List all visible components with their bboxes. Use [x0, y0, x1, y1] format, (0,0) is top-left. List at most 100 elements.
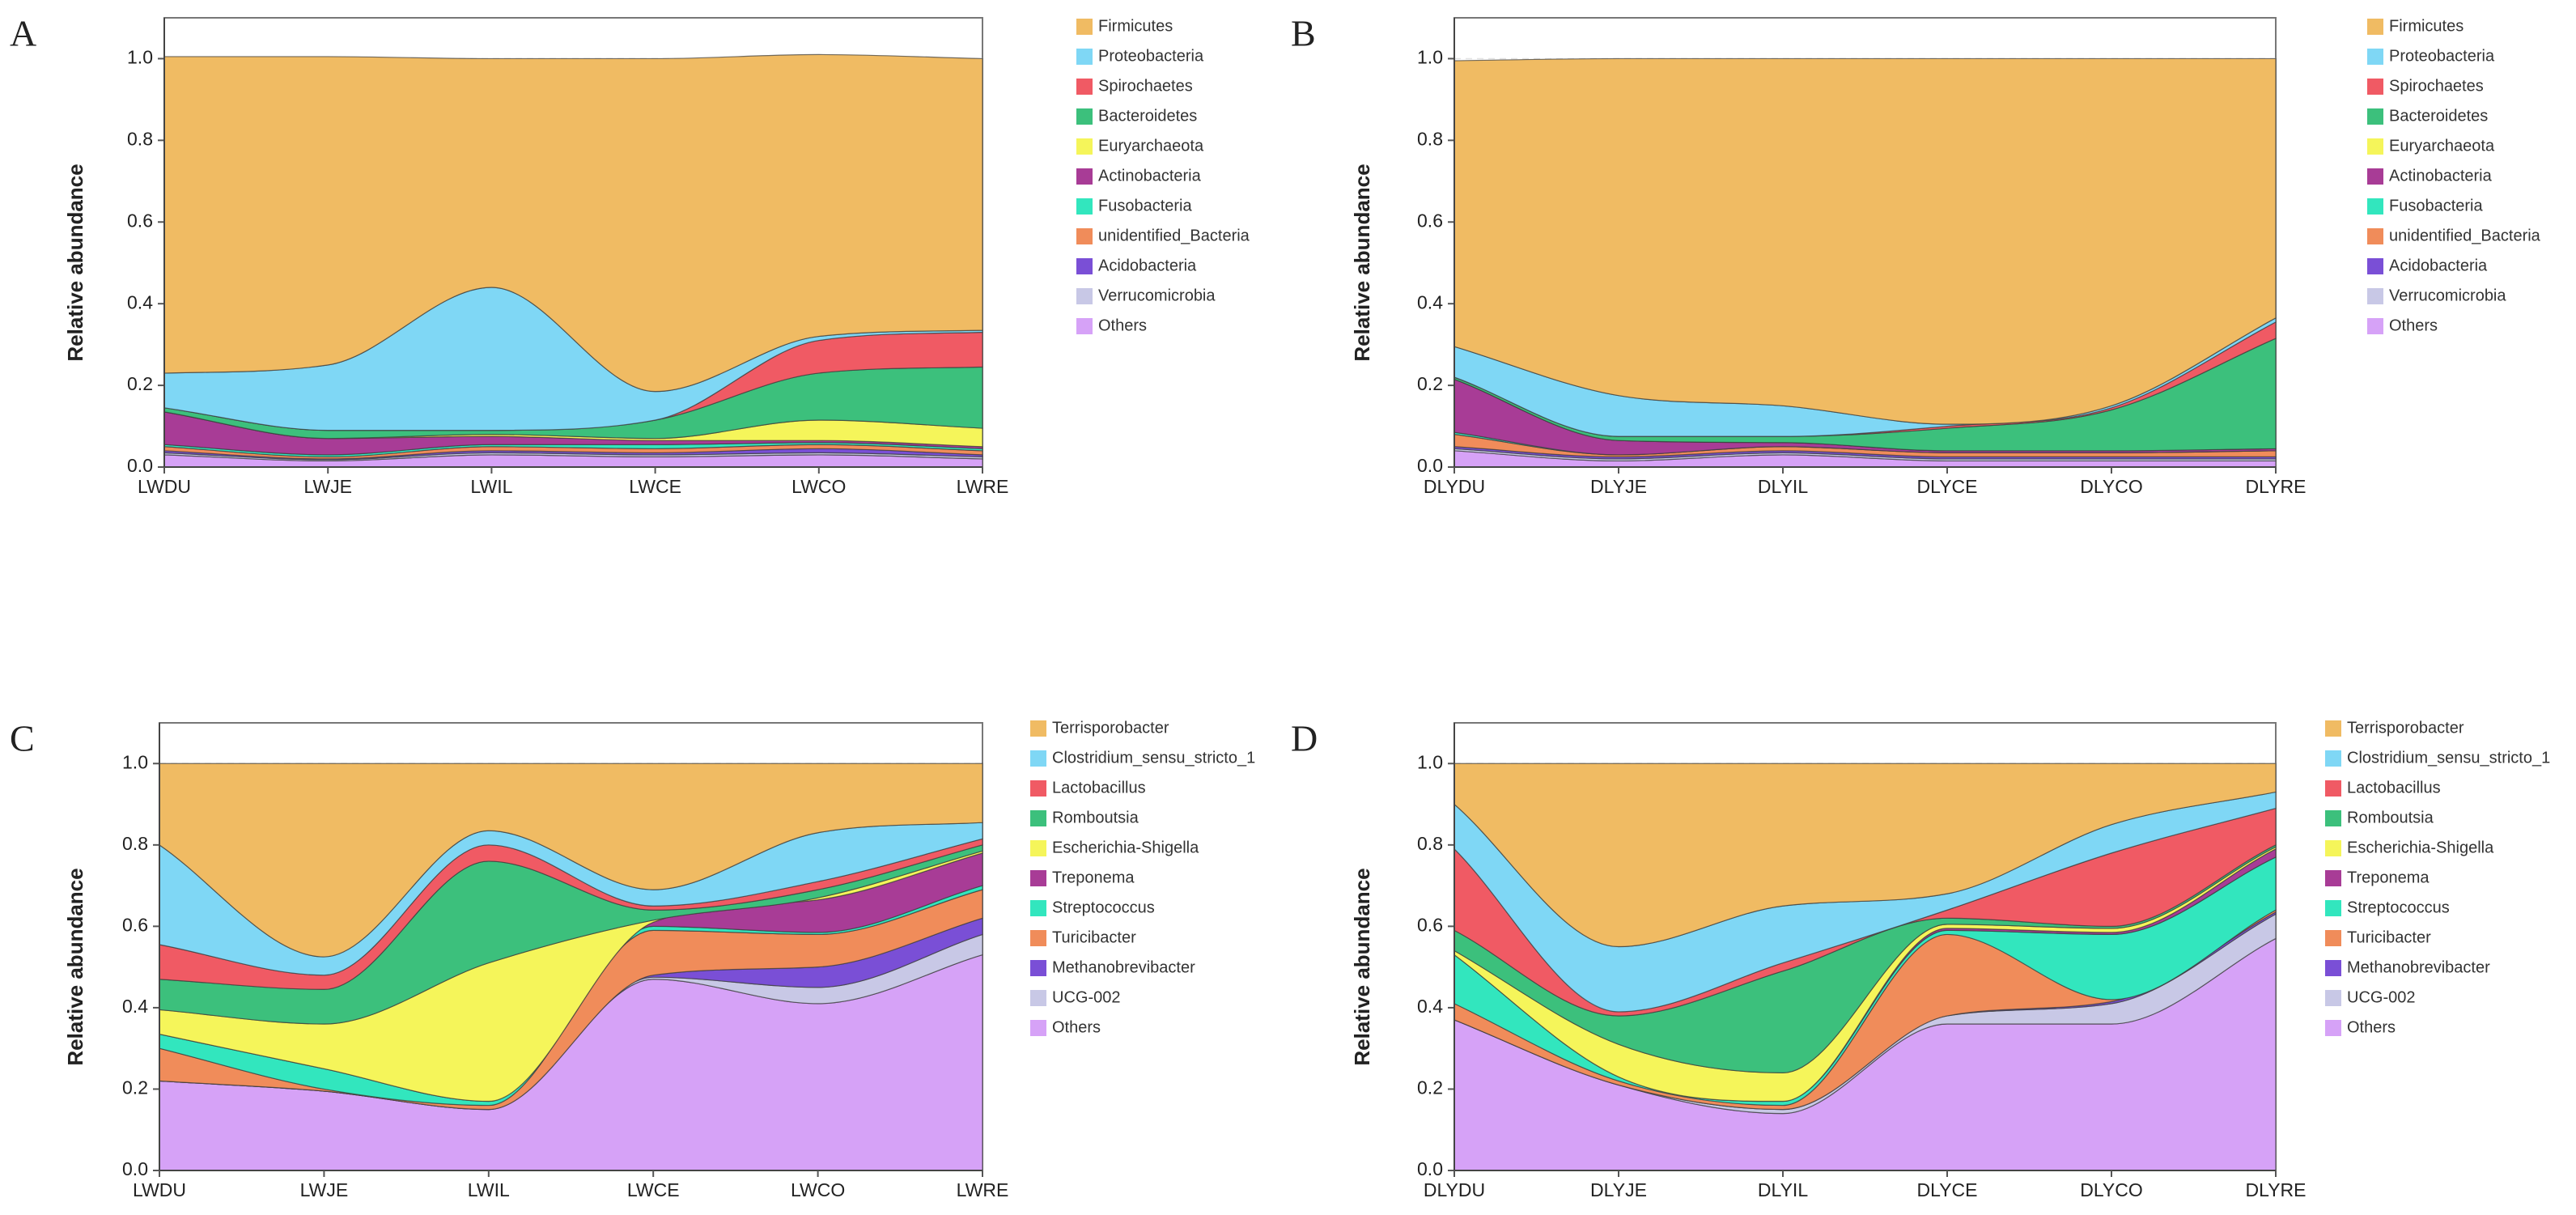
y-tick-label: 0.2: [1417, 1077, 1443, 1098]
legend-swatch: [1076, 168, 1093, 185]
legend-label: Turicibacter: [2347, 928, 2431, 946]
legend-swatch: [2367, 108, 2383, 125]
legend-swatch: [2325, 960, 2341, 976]
y-axis-label: Relative abundance: [1350, 164, 1374, 361]
y-tick-label: 0.0: [127, 455, 153, 476]
legend-swatch: [1076, 228, 1093, 244]
legend-swatch: [1030, 1020, 1046, 1036]
legend-swatch: [2367, 49, 2383, 65]
y-tick-label: 0.8: [1417, 128, 1443, 149]
legend-label: Acidobacteria: [2389, 257, 2488, 274]
x-tick-label: DLYCO: [2080, 1179, 2143, 1200]
legend-swatch: [1076, 288, 1093, 304]
legend-swatch: [1030, 840, 1046, 856]
y-tick-label: 1.0: [1417, 47, 1443, 68]
y-tick-label: 0.6: [1417, 210, 1443, 231]
x-tick-label: DLYIL: [1758, 476, 1808, 497]
legend-label: Clostridium_sensu_stricto_1: [1052, 749, 1255, 767]
legend-swatch: [2367, 138, 2383, 155]
y-tick-label: 1.0: [122, 751, 148, 772]
legend-label: Proteobacteria: [2389, 47, 2495, 65]
legend-swatch: [2367, 228, 2383, 244]
legend-swatch: [2325, 840, 2341, 856]
legend-swatch: [1076, 79, 1093, 95]
chart-panel: 0.0 0.2 0.4 0.6 0.8 1.0 LWDU LWJE LWIL LWCE LWCO LW…: [10, 718, 1255, 1201]
legend-swatch: [1030, 720, 1046, 737]
y-tick-label: 0.4: [122, 996, 148, 1017]
y-tick-label: 0.8: [1417, 833, 1443, 854]
x-tick-label: LWCE: [627, 1179, 680, 1200]
area-band: [163, 53, 983, 393]
legend-swatch: [1030, 870, 1046, 886]
legend-label: Terrisporobacter: [1052, 719, 1169, 737]
y-tick-label: 0.8: [122, 833, 148, 854]
x-tick-label: LWDU: [138, 476, 191, 497]
x-tick-label: LWRE: [957, 1179, 1009, 1200]
legend-swatch: [1030, 810, 1046, 826]
legend-label: Bacteroidetes: [2389, 107, 2488, 125]
legend-label: Romboutsia: [2347, 809, 2434, 826]
x-tick-label: LWJE: [300, 1179, 349, 1200]
legend-label: Escherichia-Shigella: [1052, 839, 1199, 856]
x-tick-label: DLYCE: [1917, 1179, 1978, 1200]
legend-label: Others: [1098, 316, 1147, 334]
y-tick-label: 0.8: [127, 128, 153, 149]
legend-label: Lactobacillus: [1052, 779, 1146, 797]
legend-swatch: [2325, 720, 2341, 737]
legend-label: Actinobacteria: [1098, 167, 1202, 185]
area-band: [1454, 57, 2277, 425]
legend-label: Streptococcus: [1052, 899, 1155, 916]
y-tick-label: 0.6: [127, 210, 153, 231]
legend-label: UCG-002: [1052, 988, 1120, 1006]
legend-label: Others: [2389, 316, 2438, 334]
legend-swatch: [2367, 258, 2383, 274]
legend-swatch: [2367, 168, 2383, 185]
legend-label: Verrucomicrobia: [2389, 287, 2506, 304]
legend-label: Treponema: [1052, 869, 1135, 886]
y-tick-label: 0.6: [1417, 914, 1443, 935]
legend-swatch: [2325, 750, 2341, 767]
legend-label: Verrucomicrobia: [1098, 287, 1216, 304]
x-tick-label: LWCE: [629, 476, 681, 497]
x-tick-label: DLYCE: [1917, 476, 1978, 497]
x-tick-label: DLYDU: [1424, 1179, 1485, 1200]
legend-label: Actinobacteria: [2389, 167, 2493, 185]
legend-swatch: [1030, 990, 1046, 1006]
legend-swatch: [2325, 870, 2341, 886]
chart-panel: 0.0 0.2 0.4 0.6 0.8 1.0 LWDU LWJE LWIL LWCE LWCO LW…: [10, 13, 1250, 498]
y-tick-label: 1.0: [127, 47, 153, 68]
legend-swatch: [1076, 49, 1093, 65]
x-tick-label: DLYJE: [1590, 476, 1647, 497]
legend-swatch: [1076, 198, 1093, 215]
x-tick-label: LWJE: [303, 476, 352, 497]
legend-swatch: [1076, 258, 1093, 274]
legend-label: UCG-002: [2347, 988, 2415, 1006]
legend-swatch: [2325, 930, 2341, 946]
legend-label: Firmicutes: [2389, 17, 2464, 35]
legend-label: Fusobacteria: [1098, 197, 1192, 215]
legend-swatch: [1076, 19, 1093, 35]
x-tick-label: LWCO: [791, 1179, 845, 1200]
legend-swatch: [2367, 79, 2383, 95]
y-tick-label: 0.4: [1417, 291, 1443, 312]
panel-label: A: [10, 13, 36, 54]
legend-label: Bacteroidetes: [1098, 107, 1197, 125]
x-tick-label: DLYDU: [1424, 476, 1485, 497]
legend-label: Others: [2347, 1018, 2396, 1036]
legend-swatch: [1030, 930, 1046, 946]
legend-label: Euryarchaeota: [1098, 137, 1204, 155]
y-axis-label: Relative abundance: [63, 164, 87, 361]
y-axis-label: Relative abundance: [63, 868, 87, 1065]
legend-swatch: [2325, 810, 2341, 826]
legend-swatch: [1076, 138, 1093, 155]
y-axis-label: Relative abundance: [1350, 868, 1374, 1065]
legend-swatch: [2325, 990, 2341, 1006]
legend-swatch: [1030, 780, 1046, 797]
y-tick-label: 0.2: [127, 373, 153, 394]
legend-label: unidentified_Bacteria: [1098, 227, 1250, 244]
legend-swatch: [2325, 1020, 2341, 1036]
legend-swatch: [2367, 318, 2383, 334]
